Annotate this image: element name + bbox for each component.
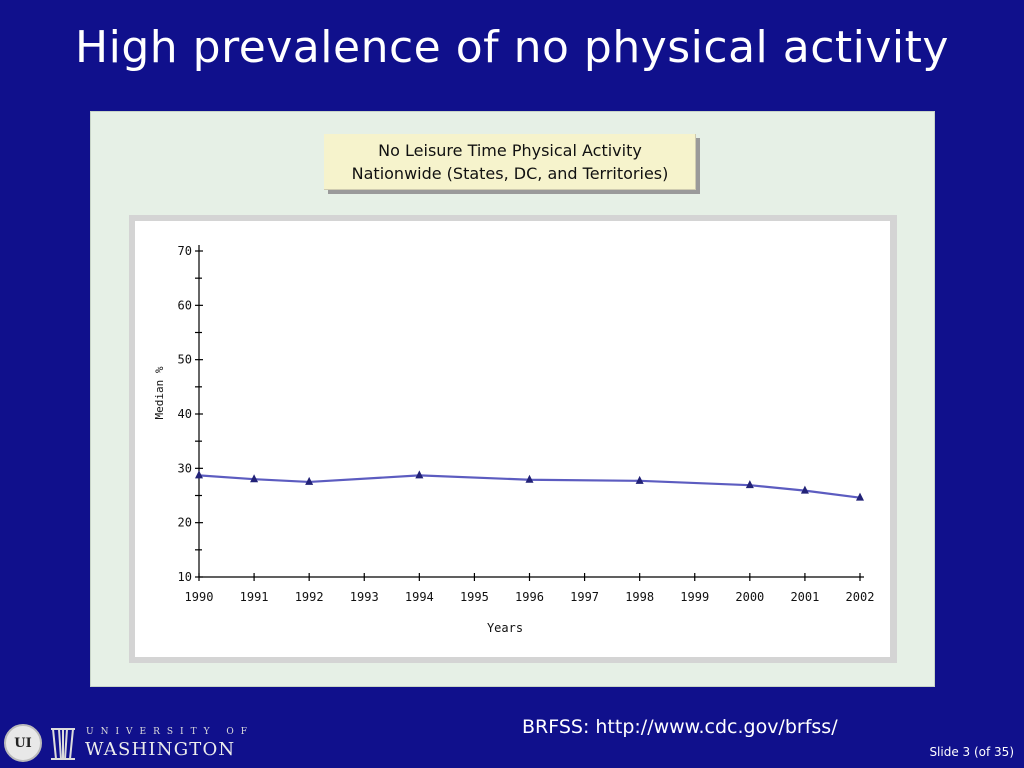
- x-tick-label: 1992: [295, 590, 324, 604]
- chart-title-line1: No Leisure Time Physical Activity: [378, 141, 642, 160]
- x-tick-label: 1995: [460, 590, 489, 604]
- y-tick-label: 50: [178, 353, 192, 367]
- data-point-marker: [800, 485, 809, 494]
- x-tick-label: 2000: [735, 590, 764, 604]
- x-tick-label: 1999: [680, 590, 709, 604]
- slide-title: High prevalence of no physical activity: [75, 22, 949, 73]
- chart-title-box: No Leisure Time Physical Activity Nation…: [324, 134, 696, 190]
- data-point-marker: [525, 474, 534, 483]
- y-tick-label: 60: [178, 298, 192, 312]
- plot-area: 10 20 30 40 50 60 70 1990 1991 1992 1993 1994 1995 19…: [135, 221, 890, 657]
- x-tick-label: 1998: [625, 590, 654, 604]
- data-point-marker: [415, 470, 424, 479]
- y-tick-label: 10: [178, 570, 192, 584]
- y-axis-label: Median %: [153, 366, 166, 419]
- w-column-icon: [51, 728, 75, 760]
- data-point-marker: [635, 475, 644, 484]
- logo-university-text: UNIVERSITY OF: [86, 727, 255, 737]
- line-chart: 10 20 30 40 50 60 70 1990 1991 1992 1993 1994 1995 19…: [153, 244, 875, 635]
- x-tick-label: 1990: [185, 590, 214, 604]
- chart-title-line2: Nationwide (States, DC, and Territories): [351, 164, 669, 183]
- source-citation: BRFSS: http://www.cdc.gov/brfss/: [522, 716, 838, 738]
- university-logo: UI UNIVERSITY OF WASHINGTON: [4, 722, 247, 766]
- plot-frame: 10 20 30 40 50 60 70 1990 1991 1992 1993 1994 1995 19…: [129, 215, 897, 663]
- y-tick-label: 40: [178, 407, 192, 421]
- x-tick-label: 2002: [846, 590, 875, 604]
- x-axis-label: Years: [487, 621, 523, 635]
- y-tick-label: 70: [178, 244, 192, 258]
- data-point-marker: [305, 476, 314, 485]
- data-point-marker: [745, 480, 754, 489]
- data-point-marker: [856, 492, 864, 501]
- x-tick-label: 1991: [240, 590, 269, 604]
- x-tick-label: 2001: [790, 590, 819, 604]
- data-point-marker: [195, 470, 203, 479]
- data-point-marker: [250, 474, 259, 483]
- y-tick-label: 20: [178, 516, 192, 530]
- chart-figure: No Leisure Time Physical Activity Nation…: [90, 111, 935, 687]
- x-tick-label: 1993: [350, 590, 379, 604]
- logo-washington-text: WASHINGTON: [85, 739, 236, 760]
- x-tick-label: 1994: [405, 590, 434, 604]
- y-tick-label: 30: [178, 461, 192, 475]
- university-seal: UI: [4, 724, 42, 762]
- x-tick-label: 1997: [570, 590, 599, 604]
- slide-number: Slide 3 (of 35): [929, 745, 1014, 759]
- x-tick-label: 1996: [515, 590, 544, 604]
